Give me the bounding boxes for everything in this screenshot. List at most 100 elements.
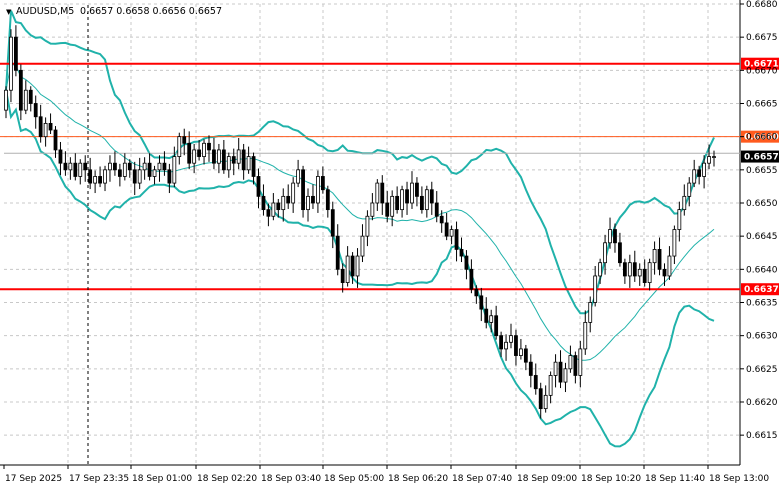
candle — [509, 323, 513, 349]
candle — [667, 246, 672, 280]
candle-body — [43, 122, 48, 138]
candle — [108, 155, 112, 182]
time-tick-label: 18 Sep 13:00 — [709, 474, 769, 484]
candle-body — [157, 162, 162, 171]
time-axis[interactable]: 17 Sep 2025 17 Sep 23:35 18 Sep 01:00 18 Se… — [3, 465, 769, 484]
candle-body — [335, 235, 340, 270]
candle — [548, 371, 553, 404]
candle-body — [83, 162, 88, 171]
candle-body — [301, 169, 305, 211]
candle-body — [667, 255, 672, 277]
candle — [162, 151, 167, 176]
candle — [677, 201, 682, 242]
candle — [424, 185, 429, 218]
candle-body — [573, 355, 578, 376]
candle — [43, 117, 48, 147]
candle-body — [48, 122, 53, 131]
candle-body — [177, 136, 182, 157]
price-tick-label: 0.6625 — [746, 365, 778, 375]
candle — [271, 193, 276, 221]
candle-body — [4, 89, 8, 111]
candle — [360, 224, 365, 263]
candle-body — [499, 335, 504, 350]
candle — [558, 350, 563, 389]
candle — [33, 95, 38, 129]
candle — [523, 344, 528, 371]
candle — [281, 188, 286, 222]
candle — [350, 252, 355, 284]
candle-body — [212, 149, 216, 164]
price-tick-label: 0.6675 — [746, 33, 778, 43]
candle — [439, 210, 444, 233]
candle — [419, 186, 424, 214]
candle-body — [236, 149, 241, 164]
candle-body — [28, 89, 33, 104]
candle — [568, 345, 573, 373]
candle-body — [266, 209, 271, 217]
candle-body — [103, 169, 107, 184]
candle-body — [216, 149, 221, 164]
candle-body — [424, 189, 429, 211]
candle-body — [622, 262, 627, 277]
horizontal-levels[interactable]: 0.6671 0.6660 0.6637 — [0, 57, 779, 296]
candle — [192, 143, 197, 174]
candle — [117, 163, 122, 187]
candle — [152, 165, 157, 185]
candle — [142, 157, 147, 180]
candle — [202, 139, 206, 165]
candle-body — [454, 229, 459, 250]
time-tick-label: 18 Sep 05:00 — [324, 474, 384, 484]
candle — [251, 152, 256, 185]
candle-body — [187, 142, 192, 164]
current-price-label: 0.6657 — [744, 153, 779, 163]
candle-body — [207, 142, 211, 151]
candle — [390, 190, 395, 227]
price-axis[interactable]: 0.6680 0.6675 0.6670 0.6665 0.6660 0.6655 0.66… — [740, 0, 779, 441]
candle — [212, 137, 216, 170]
candle — [167, 163, 172, 194]
candle-body — [271, 202, 276, 217]
candle — [137, 157, 142, 190]
candle-body — [73, 162, 78, 177]
candle-body — [459, 249, 464, 257]
candle-body — [261, 195, 266, 211]
time-tick-label: 17 Sep 2025 — [5, 474, 62, 484]
candle — [93, 170, 98, 194]
candle-body — [142, 162, 147, 171]
candle — [647, 258, 652, 291]
collapse-arrow-icon[interactable]: ▼ — [6, 8, 12, 16]
current-price-tag — [741, 150, 779, 163]
candle-body — [484, 308, 489, 323]
candle — [261, 184, 266, 216]
time-tick-label: 18 Sep 09:00 — [517, 474, 577, 484]
candle-body — [172, 156, 177, 184]
candle — [23, 80, 28, 115]
candle — [177, 132, 182, 165]
candle-body — [355, 255, 360, 277]
level-price-label: 0.6671 — [744, 60, 779, 70]
candle-body — [692, 169, 697, 184]
candle-body — [162, 162, 167, 171]
candle-body — [702, 162, 706, 177]
candle — [78, 159, 83, 185]
candle-body — [350, 255, 355, 277]
candle — [296, 159, 301, 188]
price-tick-label: 0.6660 — [746, 133, 778, 143]
candle-body — [509, 335, 513, 343]
candle-body — [18, 69, 23, 111]
candle — [286, 184, 291, 209]
candle — [538, 382, 543, 419]
candle — [340, 263, 345, 293]
candle — [197, 139, 201, 161]
candle — [499, 331, 504, 357]
candle-body — [108, 162, 112, 171]
candle — [652, 241, 657, 275]
candle — [697, 165, 702, 185]
candle — [613, 223, 617, 253]
bollinger-middle-line — [5, 62, 715, 361]
candle — [226, 152, 231, 178]
price-tick-label: 0.6620 — [746, 398, 778, 408]
candle-body — [632, 262, 637, 277]
